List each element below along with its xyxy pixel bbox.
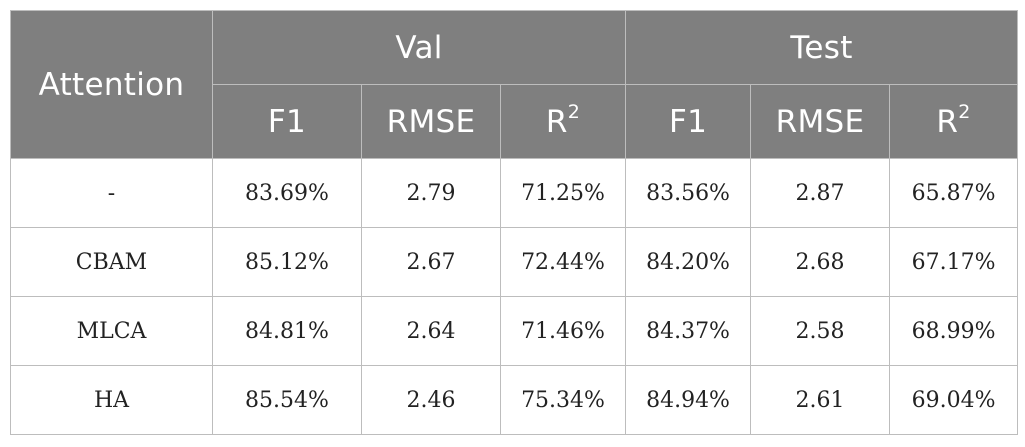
data-cell: 84.81%	[212, 296, 362, 366]
table-row: - 83.69% 2.79 71.25% 83.56% 2.87 65.87%	[10, 158, 1019, 228]
header-metric-row: F1 RMSE R2 F1 RMSE R2	[11, 84, 1019, 159]
metric-label: RMSE	[386, 103, 476, 140]
data-cell: 84.37%	[625, 296, 752, 366]
data-cell: 83.56%	[625, 158, 752, 228]
data-cell: 2.87	[750, 158, 891, 228]
data-cell: 69.04%	[889, 365, 1019, 435]
table-row: MLCA 84.81% 2.64 71.46% 84.37% 2.58 68.9…	[10, 296, 1019, 366]
data-cell: 2.46	[361, 365, 501, 435]
table-body: - 83.69% 2.79 71.25% 83.56% 2.87 65.87% …	[10, 158, 1019, 435]
data-cell: 2.64	[361, 296, 501, 366]
group-header-val: Val	[211, 10, 627, 85]
metric-header-cell: F1	[625, 84, 752, 159]
data-cell: 72.44%	[499, 227, 627, 297]
data-cell: 83.69%	[212, 158, 362, 228]
table-container: Attention Val Test F1 RMSE R2 F1 RMSE R2…	[10, 10, 1019, 435]
metric-header-cell: RMSE	[750, 84, 891, 159]
data-cell: 71.46%	[499, 296, 627, 366]
metric-label: R	[936, 103, 959, 140]
data-cell: 71.25%	[499, 158, 627, 228]
metric-superscript: 2	[567, 100, 581, 123]
data-cell: 65.87%	[889, 158, 1019, 228]
data-cell: 68.99%	[889, 296, 1019, 366]
data-cell: 85.54%	[212, 365, 362, 435]
row-name-cell: MLCA	[10, 296, 213, 366]
metric-label: RMSE	[775, 103, 865, 140]
data-cell: 2.67	[361, 227, 501, 297]
data-cell: 67.17%	[889, 227, 1019, 297]
group-header-test: Test	[625, 10, 1019, 85]
row-header-cell: Attention	[10, 10, 213, 159]
data-cell: 2.61	[750, 365, 891, 435]
metric-header-cell: RMSE	[361, 84, 501, 159]
data-cell: 85.12%	[212, 227, 362, 297]
data-cell: 2.79	[361, 158, 501, 228]
metric-label: F1	[267, 103, 307, 140]
results-table: Attention Val Test F1 RMSE R2 F1 RMSE R2…	[10, 10, 1019, 435]
metric-label: R	[545, 103, 568, 140]
metric-header-cell: F1	[212, 84, 362, 159]
data-cell: 84.20%	[625, 227, 752, 297]
data-cell: 2.68	[750, 227, 891, 297]
row-name-cell: HA	[10, 365, 213, 435]
data-cell: 75.34%	[499, 365, 627, 435]
table-row: CBAM 85.12% 2.67 72.44% 84.20% 2.68 67.1…	[10, 227, 1019, 297]
data-cell: 2.58	[750, 296, 891, 366]
metric-header-cell: R2	[889, 84, 1019, 159]
row-name-cell: -	[10, 158, 213, 228]
metric-superscript: 2	[958, 100, 971, 123]
metric-header-cell: R2	[499, 84, 627, 159]
data-cell: 84.94%	[625, 365, 752, 435]
table-row: HA 85.54% 2.46 75.34% 84.94% 2.61 69.04%	[10, 365, 1019, 435]
row-name-cell: CBAM	[10, 227, 213, 297]
metric-label: F1	[668, 103, 708, 140]
table-header: Attention Val Test F1 RMSE R2 F1 RMSE R2	[10, 10, 1019, 159]
header-group-row: Attention Val Test	[10, 10, 1019, 159]
